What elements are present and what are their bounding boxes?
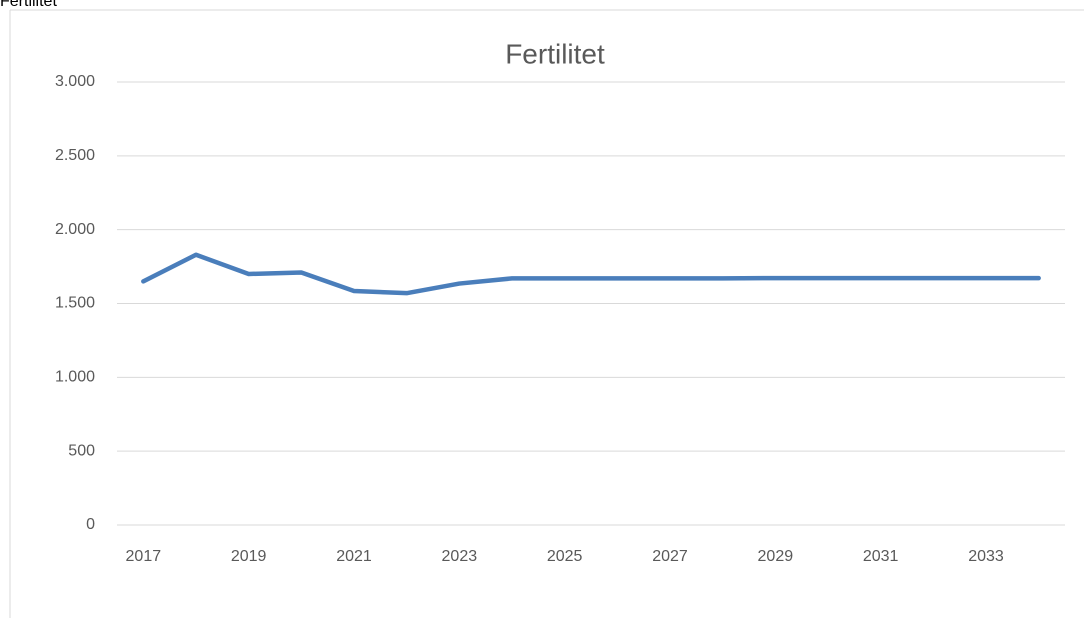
x-tick-label: 2029 — [758, 548, 794, 565]
x-tick-label: 2025 — [547, 548, 583, 565]
x-tick-label: 2017 — [126, 548, 162, 565]
x-tick-label: 2027 — [652, 548, 688, 565]
x-tick-label: 2033 — [968, 548, 1004, 565]
chart-title: Fertilitet — [505, 38, 605, 69]
y-tick-label: 3.000 — [55, 73, 95, 90]
y-tick-label: 0 — [86, 516, 95, 533]
y-tick-label: 2.000 — [55, 221, 95, 238]
sheet-caption: Fertilitet — [0, 0, 57, 10]
y-tick-label: 2.500 — [55, 147, 95, 164]
data-line — [141, 252, 1041, 296]
x-tick-label: 2031 — [863, 548, 899, 565]
x-tick-label: 2019 — [231, 548, 267, 565]
y-tick-label: 1.000 — [55, 369, 95, 386]
x-tick-label: 2021 — [336, 548, 372, 565]
y-tick-label: 1.500 — [55, 295, 95, 312]
y-tick-label: 500 — [68, 442, 95, 459]
x-tick-label: 2023 — [442, 548, 478, 565]
